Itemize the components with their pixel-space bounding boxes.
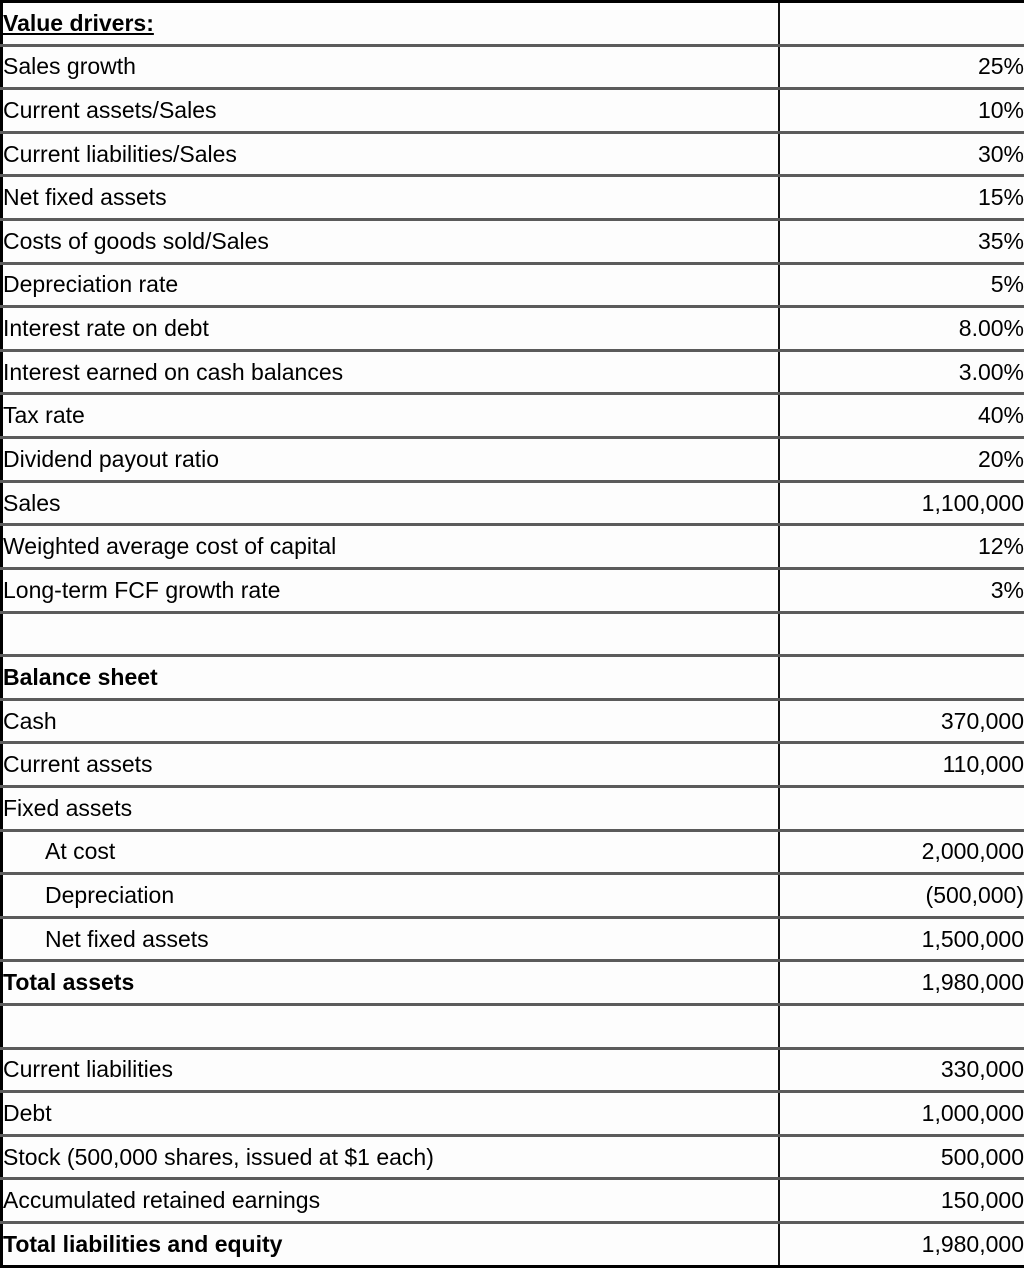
row-value-cell[interactable]: 5% (777, 263, 1024, 309)
table-row: Depreciation (500,000) (1, 873, 1024, 919)
row-label-cell[interactable]: Current liabilities (1, 1048, 779, 1094)
table-row: Tax rate 40% (1, 393, 1024, 440)
table-row: Depreciation rate 5% (1, 263, 1024, 309)
table-row: Value drivers: (1, 1, 1024, 47)
row-label-cell[interactable]: Net fixed assets (1, 175, 779, 222)
row-value-cell[interactable]: 3.00% (777, 350, 1024, 396)
row-label-cell[interactable] (1, 1004, 779, 1050)
row-label-cell[interactable]: Total liabilities and equity (3, 1231, 283, 1258)
table-row: Costs of goods sold/Sales 35% (1, 219, 1024, 265)
table-row: Net fixed assets 1,500,000 (1, 917, 1024, 963)
row-label-cell[interactable]: Depreciation rate (1, 263, 779, 309)
row-value-cell[interactable]: 12% (777, 524, 1024, 570)
table-row: Net fixed assets 15% (1, 175, 1024, 222)
row-value-cell[interactable]: 150,000 (777, 1178, 1024, 1225)
row-label-cell[interactable]: Interest rate on debt (1, 306, 779, 352)
row-value-cell[interactable]: 3% (777, 568, 1024, 614)
row-label-cell[interactable]: Depreciation (1, 873, 779, 919)
row-value-cell[interactable] (777, 786, 1024, 832)
row-label-cell[interactable]: Weighted average cost of capital (1, 524, 779, 570)
row-value-cell[interactable]: 1,980,000 (777, 960, 1024, 1007)
row-value-cell[interactable] (777, 1, 1024, 47)
table-row: Current liabilities/Sales 30% (1, 132, 1024, 178)
row-value-cell[interactable]: 500,000 (777, 1135, 1024, 1181)
row-label-cell[interactable]: Sales growth (1, 45, 779, 91)
row-value-cell[interactable]: 330,000 (777, 1048, 1024, 1094)
row-label-cell[interactable]: Cash (1, 699, 779, 745)
row-label-cell[interactable]: Sales (1, 481, 779, 527)
row-value-cell[interactable]: 1,000,000 (777, 1091, 1024, 1137)
row-label-cell[interactable]: At cost (1, 830, 779, 876)
table-row: Fixed assets (1, 786, 1024, 832)
row-value-cell[interactable]: 35% (777, 219, 1024, 265)
row-label-cell[interactable]: Fixed assets (1, 786, 779, 832)
table-row: Sales growth 25% (1, 45, 1024, 91)
row-value-cell[interactable]: 10% (777, 88, 1024, 134)
row-value-cell[interactable]: 1,500,000 (777, 917, 1024, 963)
row-label-cell[interactable]: Accumulated retained earnings (1, 1178, 779, 1225)
table-row (1, 1004, 1024, 1050)
row-value-cell[interactable] (777, 612, 1024, 658)
row-value-cell[interactable]: 370,000 (777, 699, 1024, 745)
row-label-cell[interactable]: Stock (500,000 shares, issued at $1 each… (1, 1135, 779, 1181)
row-label-cell[interactable]: Value drivers: (1, 1, 779, 47)
row-label-cell[interactable]: Current liabilities/Sales (1, 132, 779, 178)
row-label-cell[interactable]: Total assets (1, 960, 779, 1007)
row-label-cell[interactable]: Current assets/Sales (1, 88, 779, 134)
table-row: Debt 1,000,000 (1, 1091, 1024, 1137)
row-label-cell[interactable]: Tax rate (1, 393, 779, 440)
row-label-cell[interactable]: Debt (1, 1091, 779, 1137)
row-label-cell[interactable]: Net fixed assets (1, 917, 779, 963)
table-row: Sales 1,100,000 (1, 481, 1024, 527)
row-value-cell[interactable]: 1,100,000 (777, 481, 1024, 527)
row-value-cell[interactable]: 2,000,000 (777, 830, 1024, 876)
row-value-cell[interactable]: 40% (777, 393, 1024, 440)
table-row: Current assets 110,000 (1, 742, 1024, 788)
table-row: Current liabilities 330,000 (1, 1048, 1024, 1094)
table-row: Cash 370,000 (1, 699, 1024, 745)
row-value-cell[interactable]: 1,980,000 (777, 1222, 1024, 1267)
table-row: Total assets 1,980,000 (1, 960, 1024, 1007)
row-label-cell[interactable]: Balance sheet (1, 655, 779, 701)
row-value-cell[interactable] (777, 1004, 1024, 1050)
table-row: Interest earned on cash balances 3.00% (1, 350, 1024, 396)
row-value-cell[interactable]: (500,000) (777, 873, 1024, 919)
row-value-cell[interactable] (777, 655, 1024, 701)
row-label-cell[interactable] (1, 612, 779, 658)
row-value-cell[interactable]: 20% (777, 437, 1024, 483)
row-label-cell[interactable]: Long-term FCF growth rate (1, 568, 779, 614)
table-row: Long-term FCF growth rate 3% (1, 568, 1024, 614)
table-row: Interest rate on debt 8.00% (1, 306, 1024, 352)
row-label-cell[interactable]: Current assets (1, 742, 779, 788)
row-value-cell[interactable]: 8.00% (777, 306, 1024, 352)
table-row: Dividend payout ratio 20% (1, 437, 1024, 483)
table-row: Current assets/Sales 10% (1, 88, 1024, 134)
table-row: At cost 2,000,000 (1, 830, 1024, 876)
table-row: Weighted average cost of capital 12% (1, 524, 1024, 570)
table-row: Total liabilities and equity 1,980,000 (2, 1222, 1024, 1267)
row-value-cell[interactable]: 30% (777, 132, 1024, 178)
row-label-cell[interactable]: Dividend payout ratio (1, 437, 779, 483)
table-row: Accumulated retained earnings 150,000 (1, 1178, 1024, 1225)
table-row (1, 612, 1024, 658)
row-value-cell[interactable]: 15% (777, 175, 1024, 222)
row-label-cell[interactable]: Interest earned on cash balances (1, 350, 779, 396)
table-row: Stock (500,000 shares, issued at $1 each… (1, 1135, 1024, 1181)
table-row: Balance sheet (1, 655, 1024, 701)
row-value-cell[interactable]: 110,000 (777, 742, 1024, 788)
row-label-cell[interactable]: Costs of goods sold/Sales (1, 219, 779, 265)
row-value-cell[interactable]: 25% (777, 45, 1024, 91)
